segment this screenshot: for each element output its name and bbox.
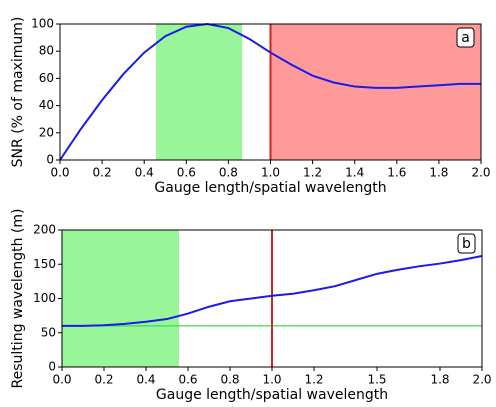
y-tick-label: 40	[39, 98, 54, 112]
y-tick-label: 20	[39, 125, 54, 139]
x-tick-label: 1.4	[345, 166, 364, 180]
x-tick-label: 0.6	[178, 373, 197, 387]
y-axis-label: Resulting wavelength (m)	[10, 209, 26, 389]
y-tick-label: 100	[33, 291, 56, 305]
x-tick-label: 0.2	[94, 373, 113, 387]
x-tick-label: 0.2	[93, 166, 112, 180]
shaded-span	[62, 230, 179, 367]
x-tick-label: 0.8	[219, 166, 238, 180]
y-tick-label: 100	[31, 17, 54, 31]
data-line	[62, 255, 483, 327]
x-tick-label: 0.8	[220, 373, 239, 387]
shaded-span	[155, 24, 243, 160]
x-tick-label: 1.0	[261, 166, 280, 180]
data-line	[59, 22, 481, 161]
x-tick-label: 2.0	[472, 373, 491, 387]
annotation: b	[462, 236, 471, 252]
y-tick-label: 200	[33, 223, 56, 237]
x-tick-label: 0.4	[136, 373, 155, 387]
x-tick-label: 0.6	[177, 166, 196, 180]
x-tick-label: 0.0	[52, 373, 71, 387]
x-tick-label: 1.5	[367, 373, 386, 387]
y-tick-label: 50	[41, 325, 56, 339]
annotation-box	[456, 27, 475, 48]
shaded-span	[270, 24, 481, 160]
y-tick-label: 150	[33, 257, 56, 271]
y-tick-label: 60	[39, 71, 54, 85]
x-tick-label: 1.6	[387, 166, 406, 180]
annotation: a	[461, 30, 470, 46]
x-axis-label: Gauge length/spatial wavelength	[156, 387, 388, 403]
x-tick-label: 1.0	[262, 373, 281, 387]
x-tick-label: 0.0	[50, 166, 69, 180]
y-tick-label: 0	[46, 153, 54, 167]
y-tick-label: 0	[48, 360, 56, 374]
x-tick-label: 1.2	[303, 166, 322, 180]
x-tick-label: 1.2	[304, 373, 323, 387]
x-tick-label: 0.4	[135, 166, 154, 180]
y-tick-label: 80	[39, 44, 54, 58]
panel: 0 20 40 60 80 100 0.0 0.2 0.4 0.6 0.8 1.0 1.2 1.4 1.6 1…	[10, 17, 491, 197]
x-tick-label: 1.8	[429, 166, 448, 180]
x-tick-label: 2.0	[471, 166, 490, 180]
x-tick-label: 1.8	[430, 373, 449, 387]
x-axis-label: Gauge length/spatial wavelength	[154, 180, 386, 196]
panel: 0 50 100 150 200 0.0 0.2 0.4 0.6 0.8 1.0 1.2 1.5 1.8 2…	[10, 209, 492, 403]
y-axis-label: SNR (% of maximum)	[10, 17, 26, 168]
annotation-box	[457, 233, 476, 254]
